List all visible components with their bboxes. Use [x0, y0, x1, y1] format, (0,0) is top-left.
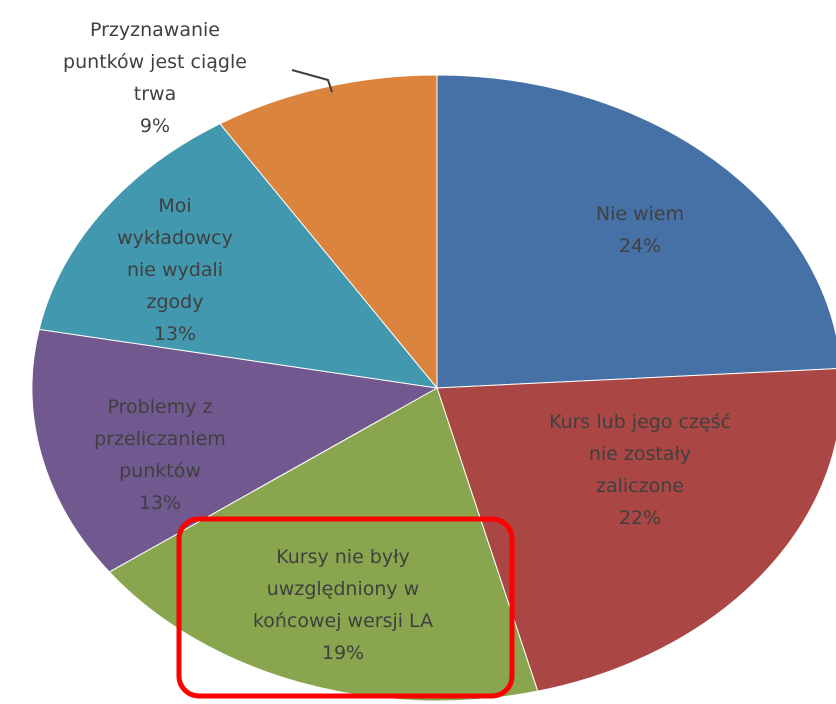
slice-label: Kursy nie były uwzględniony w końcowej w… [253, 541, 433, 669]
slice-label: Nie wiem 24% [596, 198, 684, 262]
percent-label: 13% [153, 323, 197, 345]
percent-label: 13% [138, 492, 182, 514]
slice-label: Kurs lub jego część nie zostały zaliczon… [542, 406, 738, 534]
percent-label: 19% [321, 642, 365, 664]
category-name: Kurs lub jego część nie zostały zaliczon… [549, 411, 731, 497]
leader-line [291, 69, 333, 93]
percent-label: 24% [618, 235, 662, 257]
pie-slice [108, 387, 539, 702]
slice-label: Przyznawanie puntków jest ciągle trwa 9% [63, 14, 247, 142]
pie-slice [38, 123, 439, 389]
pie-slice [219, 74, 438, 390]
category-name: Przyznawanie puntków jest ciągle trwa [63, 19, 247, 105]
category-name: Kursy nie były uwzględniony w końcowej w… [252, 546, 434, 632]
category-name: Nie wiem [595, 203, 685, 225]
pie-slice [436, 368, 836, 692]
pie-slice [436, 74, 836, 389]
pie-slice [31, 328, 439, 573]
slice-label: Moi wykładowcy nie wydali zgody 13% [117, 190, 233, 350]
percent-label: 9% [139, 115, 171, 137]
category-name: Moi wykładowcy nie wydali zgody [117, 195, 233, 313]
category-name: Problemy z przeliczaniem punktów [94, 396, 226, 482]
slice-label: Problemy z przeliczaniem punktów 13% [94, 391, 226, 519]
highlight-box [176, 516, 515, 699]
percent-label: 22% [618, 507, 662, 529]
